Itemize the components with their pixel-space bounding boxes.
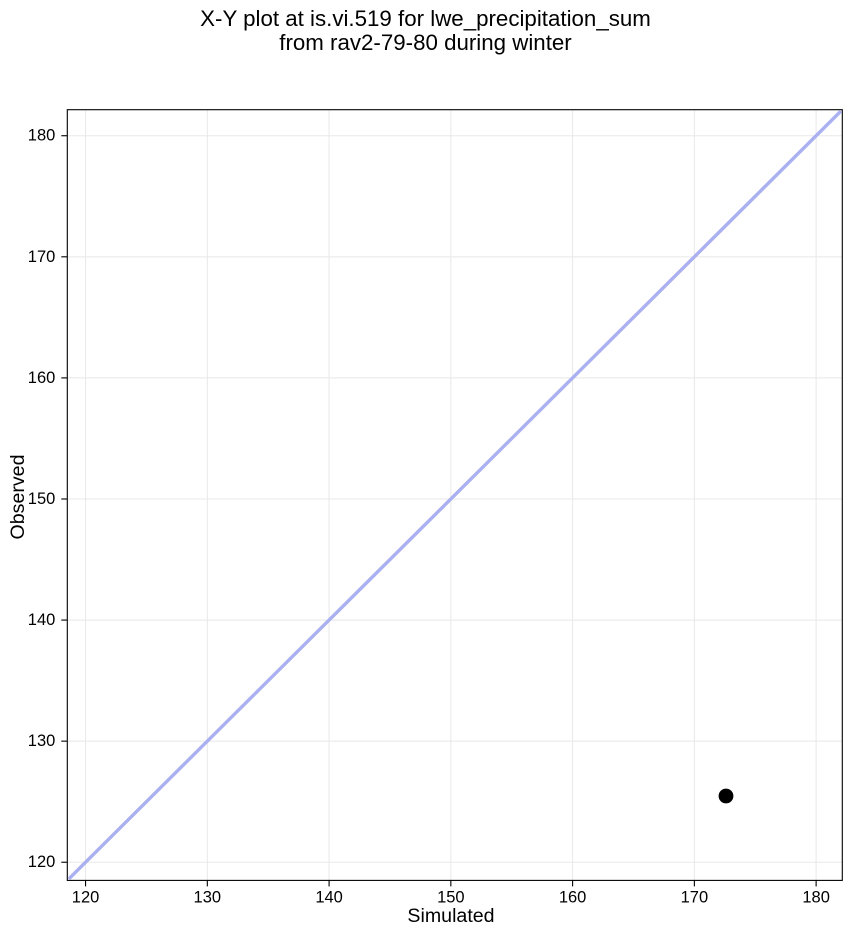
svg-text:160: 160 [28, 369, 56, 387]
svg-text:Observed: Observed [7, 455, 29, 540]
svg-text:170: 170 [681, 888, 709, 906]
svg-text:130: 130 [28, 732, 56, 750]
svg-text:150: 150 [28, 490, 56, 508]
svg-text:Simulated: Simulated [407, 905, 494, 927]
svg-text:120: 120 [28, 853, 56, 871]
svg-text:160: 160 [559, 888, 587, 906]
svg-text:130: 130 [194, 888, 222, 906]
svg-text:140: 140 [315, 888, 343, 906]
svg-text:120: 120 [72, 888, 100, 906]
svg-text:150: 150 [437, 888, 465, 906]
svg-text:180: 180 [802, 888, 830, 906]
svg-text:140: 140 [28, 611, 56, 629]
svg-text:170: 170 [28, 248, 56, 266]
svg-text:180: 180 [28, 127, 56, 145]
